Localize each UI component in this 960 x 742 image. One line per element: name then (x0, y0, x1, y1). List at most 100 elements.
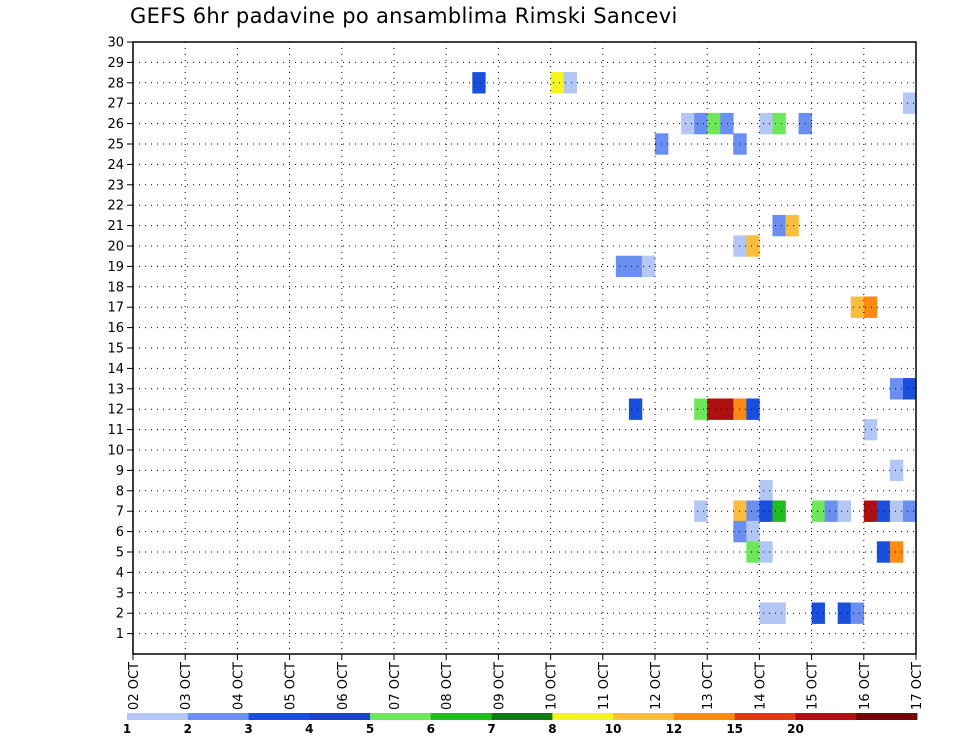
colorbar-segment-8 (613, 713, 675, 720)
cell-m7-43 (889, 500, 904, 522)
y-tick-label-30: 30 (107, 36, 124, 51)
cell-m17-20 (850, 296, 865, 318)
cell-m5-48 (759, 541, 773, 563)
colorbar-segment-6 (491, 713, 553, 720)
colorbar-label-9: 12 (666, 722, 683, 736)
colorbar-segment-4 (370, 713, 432, 720)
cell-m7-36 (759, 500, 773, 522)
colorbar-segment-12 (856, 713, 918, 720)
y-tick-label-6: 6 (116, 525, 124, 540)
cell-m2-54 (837, 602, 852, 624)
cell-m7-33 (694, 500, 708, 522)
y-tick-label-4: 4 (116, 566, 124, 581)
cell-m7-39 (824, 500, 838, 522)
cell-m9-31 (889, 459, 904, 482)
colorbar-segment-11 (795, 713, 857, 720)
x-tick-label-4: 06 OCT (336, 662, 351, 710)
colorbar: 1 2 3 4 5 6 7 8 10 12 15 20 (123, 713, 918, 736)
cell-m26-6 (707, 112, 721, 135)
cell-m26-4 (681, 112, 695, 135)
y-tick-label-28: 28 (107, 76, 124, 91)
cell-m21-14 (785, 214, 799, 237)
cell-m2-53 (811, 602, 825, 624)
cell-m7-44 (902, 500, 917, 522)
y-tick-label-22: 22 (107, 199, 124, 214)
y-tick-label-11: 11 (107, 423, 124, 438)
colorbar-segment-2 (248, 713, 310, 720)
x-tick-label-6: 08 OCT (440, 662, 455, 710)
y-tick-label-9: 9 (116, 464, 124, 479)
y-tick-label-21: 21 (107, 219, 124, 234)
x-tick-label-0: 02 OCT (127, 662, 142, 710)
chart-title: GEFS 6hr padavine po ansamblima Rimski S… (130, 4, 678, 28)
x-tick-label-15: 17 OCT (910, 662, 925, 710)
cell-m26-7 (720, 112, 734, 135)
y-tick-label-20: 20 (107, 240, 124, 255)
cell-m7-37 (772, 500, 786, 522)
cell-m7-41 (863, 500, 878, 522)
x-tick-label-9: 11 OCT (597, 662, 612, 710)
y-tick-label-3: 3 (116, 586, 124, 601)
x-tick-label-1: 03 OCT (179, 662, 194, 710)
y-tick-label-10: 10 (107, 444, 124, 459)
colorbar-label-10: 15 (726, 722, 743, 736)
x-tick-label-8: 10 OCT (545, 662, 560, 710)
cell-m2-51 (759, 602, 773, 624)
cell-m11-30 (863, 418, 878, 441)
y-tick-label-15: 15 (107, 342, 124, 357)
colorbar-label-6: 7 (487, 722, 495, 736)
y-tick-label-1: 1 (116, 627, 124, 642)
cell-m12-24 (628, 398, 643, 420)
cell-m19-18 (628, 255, 643, 278)
y-tick-label-5: 5 (116, 546, 124, 561)
y-tick-label-24: 24 (107, 158, 124, 173)
colorbar-label-7: 8 (548, 722, 556, 736)
cell-m7-40 (837, 500, 852, 522)
y-tick-label-23: 23 (107, 178, 124, 193)
x-tick-label-13: 15 OCT (806, 662, 821, 710)
cell-m19-17 (615, 255, 630, 278)
colorbar-segment-9 (673, 713, 736, 720)
colorbar-segment-5 (430, 713, 493, 720)
x-tick-label-5: 07 OCT (388, 662, 403, 710)
cell-m12-27 (720, 398, 734, 420)
cell-m12-29 (746, 398, 760, 420)
cell-m26-8 (759, 112, 773, 135)
cell-m2-52 (772, 602, 786, 624)
y-tick-label-17: 17 (107, 301, 124, 316)
colorbar-label-11: 20 (787, 722, 804, 736)
cell-m5-50 (889, 541, 904, 563)
colorbar-segment-7 (552, 713, 614, 720)
cell-m6-46 (746, 520, 760, 543)
cell-m5-47 (746, 541, 760, 563)
cell-m28-2 (563, 72, 577, 94)
x-tick-label-2: 04 OCT (231, 662, 246, 710)
colorbar-label-2: 3 (244, 722, 252, 736)
y-tick-label-29: 29 (107, 56, 124, 71)
colorbar-segment-0 (127, 713, 189, 720)
y-tick-label-7: 7 (116, 505, 124, 520)
colorbar-label-0: 1 (123, 722, 131, 736)
y-tick-label-13: 13 (107, 382, 124, 397)
x-tick-label-12: 14 OCT (753, 662, 768, 710)
x-tick-label-10: 12 OCT (649, 662, 664, 710)
cell-m7-35 (746, 500, 760, 522)
cell-m26-5 (694, 112, 708, 135)
colorbar-label-5: 6 (427, 722, 435, 736)
cell-m27-3 (902, 92, 917, 114)
y-tick-label-12: 12 (107, 403, 124, 418)
x-tick-label-11: 13 OCT (701, 662, 716, 710)
cell-m13-22 (889, 378, 904, 400)
x-tick-label-3: 05 OCT (284, 662, 299, 710)
y-tick-label-25: 25 (107, 138, 124, 153)
y-tick-label-8: 8 (116, 484, 124, 499)
colorbar-segment-3 (309, 713, 371, 720)
colorbar-label-8: 10 (605, 722, 622, 736)
cell-m7-38 (811, 500, 825, 522)
cell-m12-25 (694, 398, 708, 420)
cell-m19-19 (641, 255, 656, 278)
y-tick-label-19: 19 (107, 260, 124, 275)
cell-m20-16 (746, 235, 760, 257)
colorbar-label-1: 2 (184, 722, 192, 736)
